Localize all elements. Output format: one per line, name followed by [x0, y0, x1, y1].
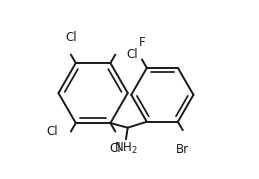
- Text: F: F: [139, 36, 145, 49]
- Text: Cl: Cl: [47, 125, 59, 138]
- Text: Cl: Cl: [65, 31, 77, 44]
- Text: Br: Br: [176, 143, 189, 156]
- Text: Cl: Cl: [126, 48, 138, 61]
- Text: NH$_2$: NH$_2$: [114, 141, 138, 156]
- Text: Cl: Cl: [110, 142, 121, 155]
